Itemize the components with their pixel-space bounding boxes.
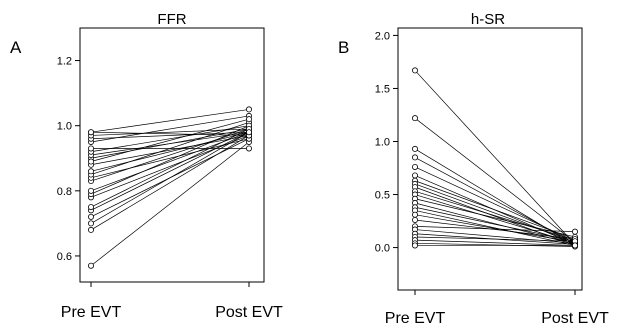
panel-a-title: FFR <box>157 11 186 28</box>
pre-point <box>411 172 418 179</box>
panel-a-frame <box>79 27 265 283</box>
y-tick-label: 1.5 <box>375 83 390 95</box>
y-tick-label: 1.0 <box>375 136 390 148</box>
paired-line <box>90 141 250 266</box>
y-tick-label: 2.0 <box>375 30 390 42</box>
paired-line <box>90 118 250 162</box>
panel-a-y-axis: 0.6 0.8 1.0 1.2 <box>57 56 80 263</box>
paired-line <box>90 135 250 166</box>
panel-a-label: A <box>10 38 22 57</box>
paired-line <box>90 138 250 218</box>
x-tick-label: Post EVT <box>215 304 283 321</box>
post-point <box>245 106 252 113</box>
paired-line <box>414 183 576 243</box>
y-tick-label: 0.6 <box>57 251 72 263</box>
pre-point <box>88 187 95 194</box>
paired-line <box>414 214 576 243</box>
pre-point <box>411 154 418 161</box>
pre-point <box>411 67 418 74</box>
paired-line <box>90 109 250 133</box>
x-tick-label: Pre EVT <box>385 310 446 327</box>
post-point <box>245 129 252 136</box>
x-tick-label: Pre EVT <box>61 304 122 321</box>
pre-point <box>411 211 418 218</box>
paired-line <box>414 180 576 240</box>
pre-point <box>411 163 418 170</box>
post-point <box>572 242 579 249</box>
panel-b-series <box>411 67 579 250</box>
panel-b-x-axis: Pre EVT Post EVT <box>385 290 609 327</box>
post-point <box>572 228 579 235</box>
pre-point <box>88 226 95 233</box>
panel-b-frame <box>397 27 583 291</box>
paired-line <box>414 226 576 233</box>
y-tick-label: 0.0 <box>375 243 390 255</box>
y-tick-label: 1.0 <box>57 121 72 133</box>
pre-point <box>88 145 95 152</box>
paired-line <box>90 131 250 172</box>
pre-point <box>411 145 418 152</box>
paired-line <box>414 219 576 240</box>
x-tick-label: Post EVT <box>541 310 609 327</box>
paired-line <box>90 128 250 136</box>
paired-line <box>414 242 576 247</box>
pre-point <box>88 129 95 136</box>
pre-point <box>88 220 95 227</box>
paired-line <box>414 166 576 242</box>
paired-line <box>414 206 576 242</box>
paired-line <box>414 70 576 245</box>
paired-line <box>90 131 250 140</box>
panel-b-y-axis: 0.0 0.5 1.0 1.5 2.0 <box>375 30 398 255</box>
y-tick-label: 0.5 <box>375 190 390 202</box>
y-tick-label: 1.2 <box>57 56 72 68</box>
paired-line <box>90 135 250 231</box>
paired-line <box>414 239 576 246</box>
panel-b: B h-SR 0.0 0.5 1.0 1.5 2.0 Pre EVT Post EVT <box>338 11 609 327</box>
panel-b-title: h-SR <box>471 11 505 28</box>
paired-line <box>414 236 576 242</box>
pre-point <box>411 216 418 223</box>
pre-point <box>411 115 418 122</box>
paired-line <box>90 135 250 198</box>
pre-point <box>88 262 95 269</box>
post-point <box>245 145 252 152</box>
panel-a-series <box>88 106 252 269</box>
panel-b-label: B <box>338 38 349 57</box>
paired-line <box>414 229 576 244</box>
pre-point <box>88 168 95 175</box>
paired-line <box>414 191 576 241</box>
paired-line <box>414 117 576 243</box>
pre-point <box>411 242 418 249</box>
paired-line <box>90 131 250 136</box>
paired-line <box>90 131 250 156</box>
pre-point <box>88 158 95 165</box>
panel-a: A FFR 0.6 0.8 1.0 1.2 Pre EVT Post EVT <box>10 11 283 321</box>
panel-a-x-axis: Pre EVT Post EVT <box>61 282 283 321</box>
paired-line <box>414 210 576 246</box>
pre-point <box>88 204 95 211</box>
paired-line <box>90 125 250 195</box>
post-point <box>245 116 252 123</box>
paired-line <box>90 131 250 192</box>
pre-point <box>88 213 95 220</box>
paired-line <box>90 128 250 182</box>
y-tick-label: 0.8 <box>57 186 72 198</box>
paired-line <box>90 138 250 179</box>
